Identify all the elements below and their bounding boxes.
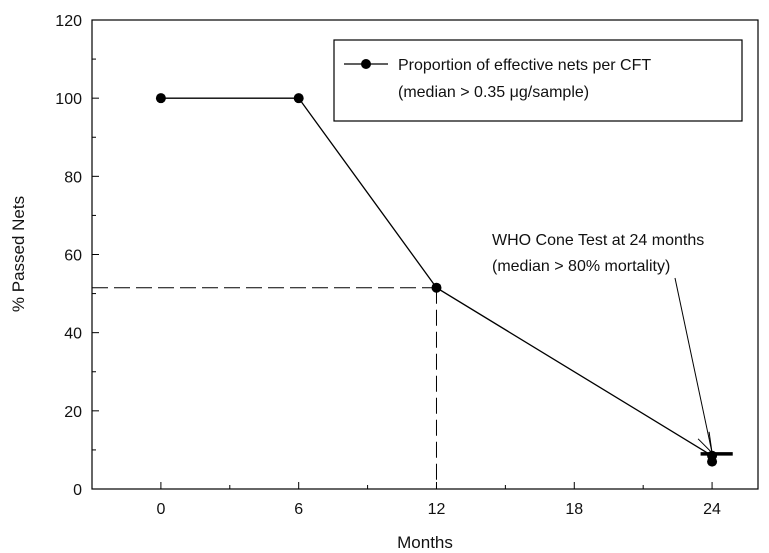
x-tick-label: 24 [703,501,721,518]
annotation-arrow [674,277,713,455]
x-tick-label: 12 [428,501,446,518]
cone-test-point [707,456,718,467]
y-tick-label: 80 [64,169,82,186]
data-point [293,93,304,104]
series-points [155,93,718,461]
y-tick-label: 40 [64,326,82,343]
series-lines [160,97,713,457]
series-line [160,97,713,457]
y-tick-label: 60 [64,248,82,265]
y-axis: 0 20 40 60 80 100 120 [55,13,99,499]
legend-box [333,39,743,122]
y-tick-label: 100 [55,91,82,108]
x-axis: 0 6 12 18 24 [156,482,721,518]
annotation-line-1: WHO Cone Test at 24 months [492,232,704,249]
annotation-line-2: (median > 80% mortality) [492,258,670,275]
cone-test-marker [700,452,733,467]
data-point [431,282,442,293]
y-tick-label: 20 [64,404,82,421]
legend-label-2: (median > 0.35 μg/sample) [398,84,589,101]
arrow-shaft [674,277,713,453]
y-axis-label: % Passed Nets [9,196,28,312]
y-tick-label: 0 [73,482,82,499]
legend-label-1: Proportion of effective nets per CFT [398,57,651,74]
arrow-head [697,431,713,455]
reference-lines [92,287,437,489]
legend: Proportion of effective nets per CFT (me… [333,39,743,122]
x-tick-label: 0 [156,501,165,518]
x-axis-label: Months [397,533,453,552]
y-tick-label: 120 [55,13,82,30]
x-tick-label: 18 [565,501,583,518]
data-point [155,93,166,104]
legend-marker [361,59,371,69]
x-tick-label: 6 [294,501,303,518]
